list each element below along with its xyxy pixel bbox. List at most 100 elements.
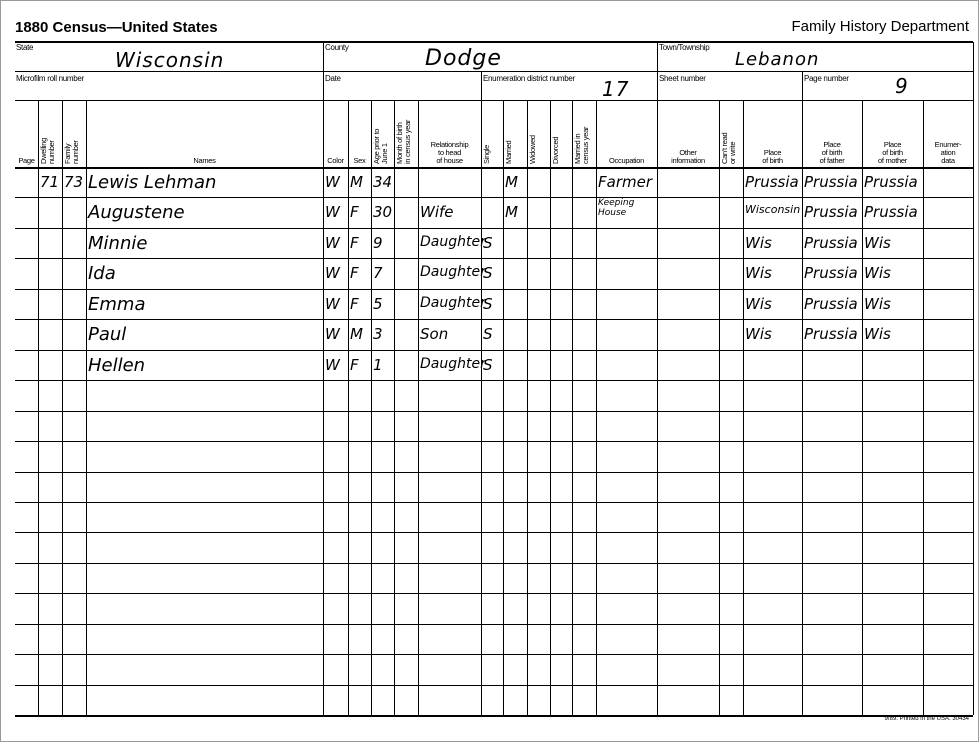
cell-single[interactable]: S [483, 356, 493, 374]
column-rule [38, 101, 39, 716]
cell-name[interactable]: Emma [88, 294, 146, 315]
cell-sex[interactable]: F [350, 295, 359, 313]
cell-birthplace[interactable]: Prussia [745, 173, 799, 191]
table-row [15, 441, 973, 471]
cell-relationship[interactable]: Daughter [420, 264, 486, 280]
cell-dwelling[interactable]: 71 [40, 173, 60, 191]
cell-relationship[interactable]: Daughter [420, 295, 486, 311]
cell-birthplace[interactable]: Wisconsin [745, 203, 801, 216]
row-rule [15, 258, 973, 259]
cell-color[interactable]: W [325, 173, 340, 191]
cell-married[interactable]: M [505, 173, 518, 191]
column-header-mother_birthplace: Place of birth of mother [878, 140, 907, 165]
rule [802, 72, 803, 716]
table-row [15, 380, 973, 410]
cell-father_birthplace[interactable]: Prussia [804, 173, 858, 191]
cell-birthplace[interactable]: Wis [745, 234, 772, 252]
cell-relationship[interactable]: Wife [420, 203, 454, 221]
cell-father_birthplace[interactable]: Prussia [804, 203, 858, 221]
cell-sex[interactable]: M [350, 325, 363, 343]
column-header-father_birthplace: Place of birth of father [819, 140, 845, 165]
cell-birthplace[interactable]: Wis [745, 264, 772, 282]
state-label: State [16, 43, 34, 52]
cell-color[interactable]: W [325, 234, 340, 252]
cell-relationship[interactable]: Son [420, 325, 449, 343]
cell-age[interactable]: 1 [373, 356, 383, 374]
cell-father_birthplace[interactable]: Prussia [804, 234, 858, 252]
cell-color[interactable]: W [325, 325, 340, 343]
cell-mother_birthplace[interactable]: Prussia [864, 203, 918, 221]
cell-age[interactable]: 30 [373, 203, 393, 221]
row-rule [15, 472, 973, 473]
cell-mother_birthplace[interactable]: Prussia [864, 173, 918, 191]
column-rule [973, 42, 974, 716]
cell-family[interactable]: 73 [64, 173, 84, 191]
cell-name[interactable]: Minnie [88, 233, 148, 254]
cell-name[interactable]: Lewis Lehman [88, 172, 217, 193]
row-rule [15, 624, 973, 625]
column-rule [596, 101, 597, 716]
cell-married[interactable]: M [505, 203, 518, 221]
cell-father_birthplace[interactable]: Prussia [804, 264, 858, 282]
row-rule [15, 593, 973, 594]
column-rule [527, 101, 528, 716]
cell-color[interactable]: W [325, 295, 340, 313]
cell-color[interactable]: W [325, 264, 340, 282]
cell-age[interactable]: 3 [373, 325, 383, 343]
cell-sex[interactable]: F [350, 264, 359, 282]
table-row [15, 685, 973, 715]
cell-age[interactable]: 5 [373, 295, 383, 313]
rule [323, 42, 324, 716]
cell-age[interactable]: 34 [373, 173, 393, 191]
row-rule [15, 502, 973, 503]
cell-birthplace[interactable]: Wis [745, 295, 772, 313]
cell-father_birthplace[interactable]: Prussia [804, 325, 858, 343]
column-header-dwelling: Dwelling number [39, 138, 56, 164]
column-header-married_year: Married in census year [573, 126, 590, 164]
column-header-cant_read: Can't read or write [720, 132, 737, 164]
cell-age[interactable]: 9 [373, 234, 383, 252]
row-rule [15, 715, 973, 717]
cell-name[interactable]: Ida [88, 263, 116, 284]
cell-color[interactable]: W [325, 203, 340, 221]
cell-mother_birthplace[interactable]: Wis [864, 295, 891, 313]
cell-name[interactable]: Paul [88, 324, 127, 345]
cell-single[interactable]: S [483, 264, 493, 282]
cell-name[interactable]: Hellen [88, 355, 146, 376]
cell-sex[interactable]: M [350, 173, 363, 191]
cell-single[interactable]: S [483, 295, 493, 313]
enumeration-district-field[interactable]: 17 [602, 77, 630, 101]
cell-relationship[interactable]: Daughter [420, 356, 486, 372]
town-field[interactable]: Lebanon [735, 49, 820, 70]
cell-mother_birthplace[interactable]: Wis [864, 234, 891, 252]
state-field[interactable]: Wisconsin [115, 48, 225, 72]
column-rule [348, 101, 349, 716]
county-field[interactable]: Dodge [425, 46, 502, 71]
page-number-field[interactable]: 9 [895, 74, 909, 98]
row-rule [15, 167, 973, 169]
cell-father_birthplace[interactable]: Prussia [804, 295, 858, 313]
cell-mother_birthplace[interactable]: Wis [864, 264, 891, 282]
cell-sex[interactable]: F [350, 234, 359, 252]
cell-occupation[interactable]: Farmer [598, 173, 652, 191]
column-header-month: Month of birth in census year [395, 119, 412, 164]
cell-age[interactable]: 7 [373, 264, 383, 282]
print-footer: 9/89. Printed in the USA. 30434 [884, 716, 969, 722]
row-rule [15, 380, 973, 381]
cell-sex[interactable]: F [350, 356, 359, 374]
cell-occupation[interactable]: Keeping House [598, 198, 635, 218]
cell-birthplace[interactable]: Wis [745, 325, 772, 343]
column-rule [394, 101, 395, 716]
row-rule [15, 532, 973, 533]
cell-relationship[interactable]: Daughter [420, 234, 486, 250]
rule [15, 71, 973, 72]
department-name: Family History Department [791, 18, 969, 35]
cell-single[interactable]: S [483, 234, 493, 252]
cell-single[interactable]: S [483, 325, 493, 343]
column-header-age: Age prior to June 1 [372, 128, 389, 164]
cell-name[interactable]: Augustene [88, 202, 185, 223]
cell-sex[interactable]: F [350, 203, 359, 221]
column-rule [503, 101, 504, 716]
cell-color[interactable]: W [325, 356, 340, 374]
cell-mother_birthplace[interactable]: Wis [864, 325, 891, 343]
